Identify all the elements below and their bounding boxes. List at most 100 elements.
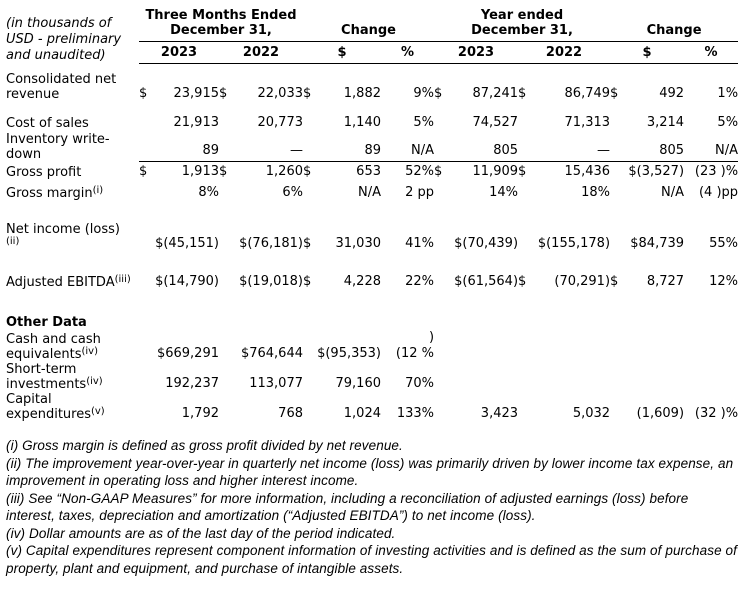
footnote-marker: (iv) bbox=[81, 346, 98, 357]
value-cell: N/A bbox=[610, 185, 684, 201]
footnote-marker: (iii) bbox=[114, 274, 131, 285]
value-cell: 768 bbox=[219, 392, 303, 422]
table-row: Net income (loss) (ii) $(45,151) $(76,181) $… bbox=[6, 222, 738, 252]
cell-value: 22,033 bbox=[257, 86, 304, 101]
value-cell: 79,160 bbox=[303, 362, 382, 392]
row-label: Gross profit bbox=[6, 165, 82, 180]
value-cell: $8,727 bbox=[610, 274, 684, 290]
row-label: Net income (loss) (ii) bbox=[6, 222, 120, 247]
currency-symbol: $ bbox=[303, 236, 312, 251]
value-cell: $(3,527) bbox=[610, 164, 684, 180]
footnote-marker: (i) bbox=[92, 185, 104, 196]
value-cell: 1% bbox=[684, 72, 738, 102]
cell-value: (32 )% bbox=[694, 406, 739, 421]
cell-value: 14% bbox=[489, 185, 519, 200]
value-cell: $15,436 bbox=[518, 164, 610, 180]
value-cell: 89 bbox=[303, 132, 381, 162]
value-cell: $764,644 bbox=[219, 330, 303, 362]
value-cell: 3,214 bbox=[610, 115, 684, 131]
cell-value: 12% bbox=[709, 274, 739, 289]
value-cell bbox=[434, 362, 518, 392]
cell-value: 492 bbox=[659, 86, 685, 101]
value-cell: $(95,353) bbox=[303, 330, 381, 362]
empty-cell bbox=[139, 315, 738, 330]
section-header: Other Data bbox=[6, 315, 87, 330]
value-cell bbox=[610, 330, 684, 362]
currency-symbol: $ bbox=[434, 86, 443, 101]
value-cell: N/A bbox=[684, 132, 739, 162]
value-cell: 1,792 bbox=[139, 392, 219, 422]
currency-symbol: $ bbox=[139, 164, 148, 179]
row-label: Cash and cash equivalents(iv) bbox=[6, 332, 101, 362]
value-cell: $1,913 bbox=[139, 164, 219, 180]
cell-value: 653 bbox=[356, 164, 381, 179]
cell-value: $(76,181) bbox=[239, 236, 303, 251]
column-header-dollar: $ bbox=[610, 45, 685, 64]
cell-value: 8% bbox=[198, 185, 219, 200]
row-spacer bbox=[6, 201, 738, 222]
period-group-header-year: Year ended December 31, bbox=[434, 8, 611, 42]
value-cell bbox=[684, 362, 738, 392]
cell-value: 71,313 bbox=[564, 115, 611, 130]
footnote: (i) Gross margin is defined as gross pro… bbox=[6, 438, 403, 453]
value-cell: 14% bbox=[434, 185, 518, 201]
table-row: Gross margin(i) 8% 6% N/A 2 pp 14% 18% N/A (4 )p… bbox=[6, 185, 738, 201]
table-row: Adjusted EBITDA(iii) $(14,790) $(19,018) $4… bbox=[6, 274, 738, 290]
cell-value: 74,527 bbox=[472, 115, 519, 130]
value-cell: $(76,181) bbox=[219, 222, 303, 252]
value-cell: 41% bbox=[381, 222, 434, 252]
footnote: (iv) Dollar amounts are as of the last d… bbox=[6, 525, 396, 541]
cell-value: 87,241 bbox=[472, 86, 519, 101]
cell-value: 5,032 bbox=[572, 406, 611, 421]
column-header-2023: 2023 bbox=[139, 45, 219, 64]
value-cell: 12% bbox=[684, 274, 738, 290]
table-row: Gross profit $1,913 $1,260 $653 52% $11,909 $1… bbox=[6, 164, 738, 180]
value-cell: $669,291 bbox=[139, 330, 219, 362]
cell-value: (23 )% bbox=[694, 164, 739, 179]
cell-value: 5% bbox=[413, 115, 435, 130]
currency-symbol: $ bbox=[434, 164, 443, 179]
footnote-marker: (iv) bbox=[86, 376, 103, 387]
cell-value: 1% bbox=[717, 86, 739, 101]
cell-value: $(19,018) bbox=[239, 274, 303, 289]
row-label: Consolidated net revenue bbox=[6, 72, 117, 102]
footnote-marker: (ii) bbox=[6, 236, 20, 247]
cell-value: N/A bbox=[411, 143, 435, 158]
value-cell: 22% bbox=[381, 274, 434, 290]
value-cell bbox=[684, 330, 738, 362]
table-row: Cash and cash equivalents(iv) $669,291 $76… bbox=[6, 330, 738, 362]
value-cell: (23 )% bbox=[684, 164, 738, 180]
value-cell: 805 bbox=[434, 132, 519, 162]
currency-symbol: $ bbox=[139, 86, 148, 101]
value-cell: $23,915 bbox=[139, 72, 219, 102]
value-cell: — bbox=[518, 132, 611, 162]
value-cell: 8% bbox=[139, 185, 219, 201]
cell-value: $(61,564) bbox=[454, 274, 519, 289]
cell-value: 3,214 bbox=[646, 115, 685, 130]
value-cell: $11,909 bbox=[434, 164, 518, 180]
cell-value: 5% bbox=[717, 115, 739, 130]
value-cell: $31,030 bbox=[303, 222, 381, 252]
cell-value: 86,749 bbox=[564, 86, 611, 101]
cell-value: 8,727 bbox=[646, 274, 685, 289]
cell-value: 9% bbox=[413, 86, 435, 101]
cell-value: $84,739 bbox=[630, 236, 685, 251]
cell-value: 18% bbox=[581, 185, 611, 200]
value-cell: $1,882 bbox=[303, 72, 381, 102]
value-cell: 18% bbox=[518, 185, 610, 201]
column-header-percent: % bbox=[684, 45, 739, 64]
section-header-row: Other Data bbox=[6, 315, 738, 330]
cell-value: $(3,527) bbox=[628, 164, 685, 179]
cell-value: 52% bbox=[405, 164, 435, 179]
cell-value: $(95,353) bbox=[317, 346, 381, 361]
cell-value: 2 pp bbox=[405, 185, 435, 200]
cell-value: 192,237 bbox=[165, 376, 219, 391]
value-cell: N/A bbox=[381, 132, 435, 162]
cell-value: 79,160 bbox=[335, 376, 382, 391]
cell-value: 805 bbox=[493, 143, 519, 158]
value-cell: 5% bbox=[381, 115, 434, 131]
cell-value: $(14,790) bbox=[155, 274, 219, 289]
cell-value: 6% bbox=[282, 185, 303, 200]
value-cell: $84,739 bbox=[610, 222, 684, 252]
cell-value: — bbox=[597, 143, 611, 158]
